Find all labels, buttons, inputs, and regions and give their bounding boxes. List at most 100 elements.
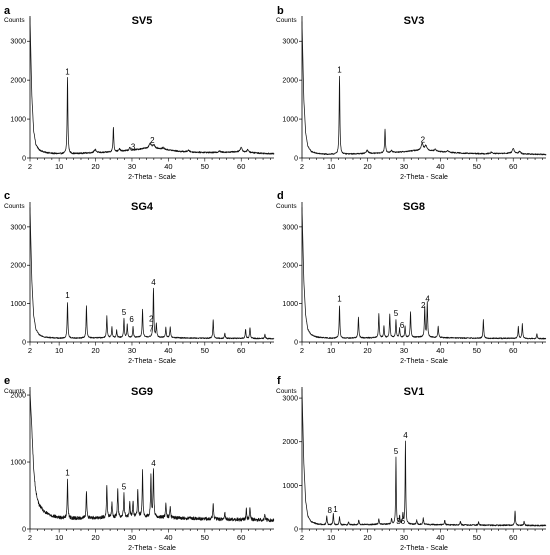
- peak-label: 5: [122, 308, 127, 317]
- y-tick-label: 3000: [10, 39, 26, 46]
- x-tick-label: 40: [164, 162, 172, 171]
- y-axis-label: Counts: [4, 388, 25, 395]
- x-tick-label: 50: [473, 162, 481, 171]
- x-tick-label: 2: [28, 162, 32, 171]
- y-tick-label: 3000: [10, 224, 26, 231]
- peak-label: 6: [401, 517, 406, 526]
- x-tick-label: 60: [509, 533, 517, 542]
- x-tick-label: 60: [509, 346, 517, 355]
- y-tick-label: 2000: [10, 263, 26, 270]
- y-tick-label: 0: [22, 156, 26, 163]
- panel-f: f SV1 Counts 0 1000 2000 3000 2 10 20 30 40 50 60 2-Th…: [276, 375, 547, 552]
- y-tick-label: 1000: [282, 301, 298, 308]
- y-tick-label: 0: [294, 527, 298, 534]
- peak-label: 2: [149, 315, 154, 324]
- xrd-trace: [29, 17, 275, 155]
- x-tick-label: 10: [55, 346, 63, 355]
- x-tick-label: 10: [55, 162, 63, 171]
- x-tick-label: 60: [509, 162, 517, 171]
- x-tick-label: 10: [327, 533, 335, 542]
- peak-label: 5: [394, 447, 399, 456]
- x-tick-label: 50: [201, 162, 209, 171]
- x-tick-label: 40: [436, 346, 444, 355]
- panel-title: SV5: [132, 15, 153, 27]
- panel-c: c SG4 Counts 0 1000 2000 3000 2 10 20 30 40 50 60 2-Th…: [4, 190, 275, 365]
- y-tick-label: 2000: [282, 263, 298, 270]
- xrd-trace: [301, 388, 547, 527]
- xrd-trace: [301, 21, 547, 156]
- x-tick-label: 2: [28, 346, 32, 355]
- peak-label: 1: [65, 67, 70, 76]
- panel-letter: e: [4, 375, 10, 387]
- x-tick-label: 2: [300, 162, 304, 171]
- x-tick-label: 20: [363, 533, 371, 542]
- panel-letter: c: [4, 190, 10, 202]
- peak-label: 1: [337, 65, 342, 74]
- peak-label: 1: [65, 468, 70, 477]
- y-axis-label: Counts: [276, 203, 297, 210]
- peak-label: 1: [333, 505, 338, 514]
- panel-title: SG4: [131, 201, 154, 213]
- x-tick-label: 30: [400, 346, 408, 355]
- x-tick-label: 60: [237, 162, 245, 171]
- x-tick-label: 40: [436, 162, 444, 171]
- panel-title: SG8: [403, 201, 425, 213]
- panel-title: SV1: [404, 386, 425, 398]
- y-tick-label: 2000: [10, 393, 26, 400]
- y-tick-label: 0: [22, 340, 26, 347]
- x-tick-label: 50: [473, 346, 481, 355]
- peak-label: 2: [421, 301, 426, 310]
- peak-label: 1: [337, 295, 342, 304]
- x-tick-label: 20: [91, 533, 99, 542]
- panel-letter: d: [277, 190, 284, 202]
- x-axis-label: 2-Theta - Scale: [128, 174, 176, 181]
- peak-label: 3: [396, 517, 401, 526]
- x-tick-label: 50: [201, 533, 209, 542]
- x-axis-label: 2-Theta - Scale: [400, 545, 448, 550]
- peak-label: 8: [327, 506, 332, 515]
- peak-label: 5: [394, 309, 399, 318]
- panel-a: a SV5 Counts 0 1000 2000 3000 2 10 20 30 40 50 60 2-Th…: [4, 5, 275, 181]
- peak-label: 2: [421, 135, 426, 144]
- x-axis-label: 2-Theta - Scale: [128, 545, 176, 550]
- y-tick-label: 3000: [282, 39, 298, 46]
- y-tick-label: 2000: [10, 78, 26, 85]
- x-tick-label: 50: [473, 533, 481, 542]
- peak-label: 2: [150, 136, 155, 145]
- panel-d: d SG8 Counts 0 1000 2000 3000 2 10 20 30 40 50 60 2-Th…: [276, 190, 547, 365]
- peak-label: 7: [149, 324, 154, 333]
- panel-title: SV3: [404, 15, 425, 27]
- x-tick-label: 30: [128, 162, 136, 171]
- panel-letter: a: [4, 5, 11, 17]
- peak-label: 5: [122, 482, 127, 491]
- y-axis-label: Counts: [4, 203, 25, 210]
- x-tick-label: 20: [91, 162, 99, 171]
- peak-label: 6: [400, 321, 405, 330]
- x-tick-label: 20: [363, 346, 371, 355]
- y-tick-label: 1000: [10, 301, 26, 308]
- peak-label: 4: [425, 294, 430, 303]
- xrd-trace: [29, 207, 275, 340]
- x-axis-label: 2-Theta - Scale: [128, 358, 176, 365]
- x-axis-label: 2-Theta - Scale: [400, 358, 448, 365]
- x-tick-label: 40: [436, 533, 444, 542]
- panel-letter: f: [277, 375, 281, 387]
- y-tick-label: 1000: [282, 483, 298, 490]
- x-tick-label: 50: [201, 346, 209, 355]
- y-tick-label: 1000: [10, 460, 26, 467]
- x-tick-label: 30: [128, 533, 136, 542]
- x-tick-label: 40: [164, 346, 172, 355]
- x-tick-label: 10: [55, 533, 63, 542]
- panel-title: SG9: [131, 386, 153, 398]
- y-tick-label: 3000: [282, 224, 298, 231]
- x-tick-label: 20: [363, 162, 371, 171]
- x-axis-label: 2-Theta - Scale: [400, 174, 448, 181]
- y-tick-label: 1000: [10, 117, 26, 124]
- peak-label: 4: [403, 431, 408, 440]
- x-tick-label: 20: [91, 346, 99, 355]
- xrd-trace: [301, 207, 547, 340]
- x-tick-label: 30: [400, 533, 408, 542]
- y-tick-label: 2000: [282, 439, 298, 446]
